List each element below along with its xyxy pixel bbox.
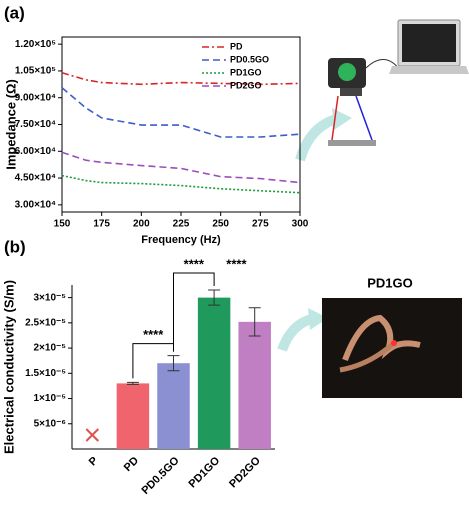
x-tick-label: P bbox=[87, 455, 101, 469]
x-tick-label: PD1GO bbox=[187, 454, 223, 490]
wire bbox=[355, 95, 373, 141]
no-conductivity-mark bbox=[85, 428, 100, 442]
significance-label: **** bbox=[184, 256, 205, 271]
panel-label: (a) bbox=[4, 3, 25, 22]
led bbox=[391, 340, 397, 346]
legend-label: PD1GO bbox=[230, 67, 262, 77]
board-base bbox=[340, 88, 362, 96]
x-tick-label: PD0.5GO bbox=[139, 454, 182, 497]
wire bbox=[331, 95, 339, 141]
y-tick-label: 7.50×10⁴ bbox=[15, 119, 56, 130]
photo-label: PD1GO bbox=[367, 275, 413, 290]
laptop-base bbox=[389, 66, 469, 74]
x-tick-label: 150 bbox=[54, 219, 71, 230]
arrow-head bbox=[308, 308, 328, 330]
y-tick-label: 5×10⁻⁶ bbox=[34, 418, 66, 429]
significance-bracket bbox=[173, 272, 215, 352]
series-line bbox=[61, 151, 301, 184]
significance-label: **** bbox=[143, 327, 164, 342]
y-axis-title: Impedance (Ω) bbox=[3, 79, 18, 170]
panel-label: (b) bbox=[4, 237, 26, 256]
error-bar bbox=[208, 289, 221, 306]
bar bbox=[116, 383, 150, 449]
x-tick-label: 250 bbox=[212, 219, 229, 230]
significance-label: **** bbox=[226, 256, 247, 271]
legend-label: PD0.5GO bbox=[230, 54, 269, 64]
arrow-head bbox=[332, 108, 352, 130]
x-tick-label: 300 bbox=[292, 219, 309, 230]
x-axis-title: Frequency (Hz) bbox=[141, 234, 221, 246]
series-line bbox=[61, 71, 301, 86]
y-tick-label: 2.5×10⁻⁵ bbox=[25, 317, 66, 328]
legend-label: PD bbox=[230, 41, 243, 51]
y-tick-label: 4.50×10⁴ bbox=[15, 173, 56, 184]
sample bbox=[328, 140, 376, 146]
bar bbox=[238, 321, 271, 449]
x-tick-label: PD bbox=[122, 455, 141, 474]
y-tick-label: 3×10⁻⁵ bbox=[34, 292, 67, 303]
screen bbox=[402, 24, 456, 62]
y-axis-title: Electrical conductivity (S/m) bbox=[1, 280, 16, 454]
y-tick-label: 3.00×10⁴ bbox=[15, 199, 56, 210]
y-tick-label: 9.00×10⁴ bbox=[15, 92, 56, 103]
bar bbox=[157, 363, 190, 449]
legend-label: PD2GO bbox=[230, 80, 262, 90]
error-bar bbox=[248, 307, 261, 337]
y-tick-label: 1×10⁻⁵ bbox=[34, 393, 67, 404]
y-tick-label: 6.00×10⁴ bbox=[15, 146, 56, 157]
y-tick-label: 1.20×10⁵ bbox=[15, 39, 56, 50]
button bbox=[338, 63, 356, 81]
actuator bbox=[342, 314, 421, 362]
error-bar bbox=[126, 381, 139, 385]
series-line bbox=[61, 174, 301, 194]
x-tick-label: 200 bbox=[133, 219, 150, 230]
bar bbox=[197, 297, 231, 449]
x-tick-label: 175 bbox=[93, 219, 110, 230]
series-line bbox=[61, 87, 301, 138]
error-bar bbox=[167, 355, 180, 372]
y-tick-label: 1.5×10⁻⁵ bbox=[25, 368, 66, 379]
y-tick-label: 2×10⁻⁵ bbox=[34, 343, 67, 354]
y-tick-label: 1.05×10⁵ bbox=[15, 66, 56, 77]
actuator bbox=[339, 340, 397, 373]
device-illustration bbox=[295, 19, 469, 162]
x-tick-label: 275 bbox=[252, 219, 269, 230]
photo: PD1GO bbox=[277, 275, 462, 398]
x-tick-label: 225 bbox=[173, 219, 190, 230]
x-tick-label: PD2GO bbox=[227, 454, 263, 490]
